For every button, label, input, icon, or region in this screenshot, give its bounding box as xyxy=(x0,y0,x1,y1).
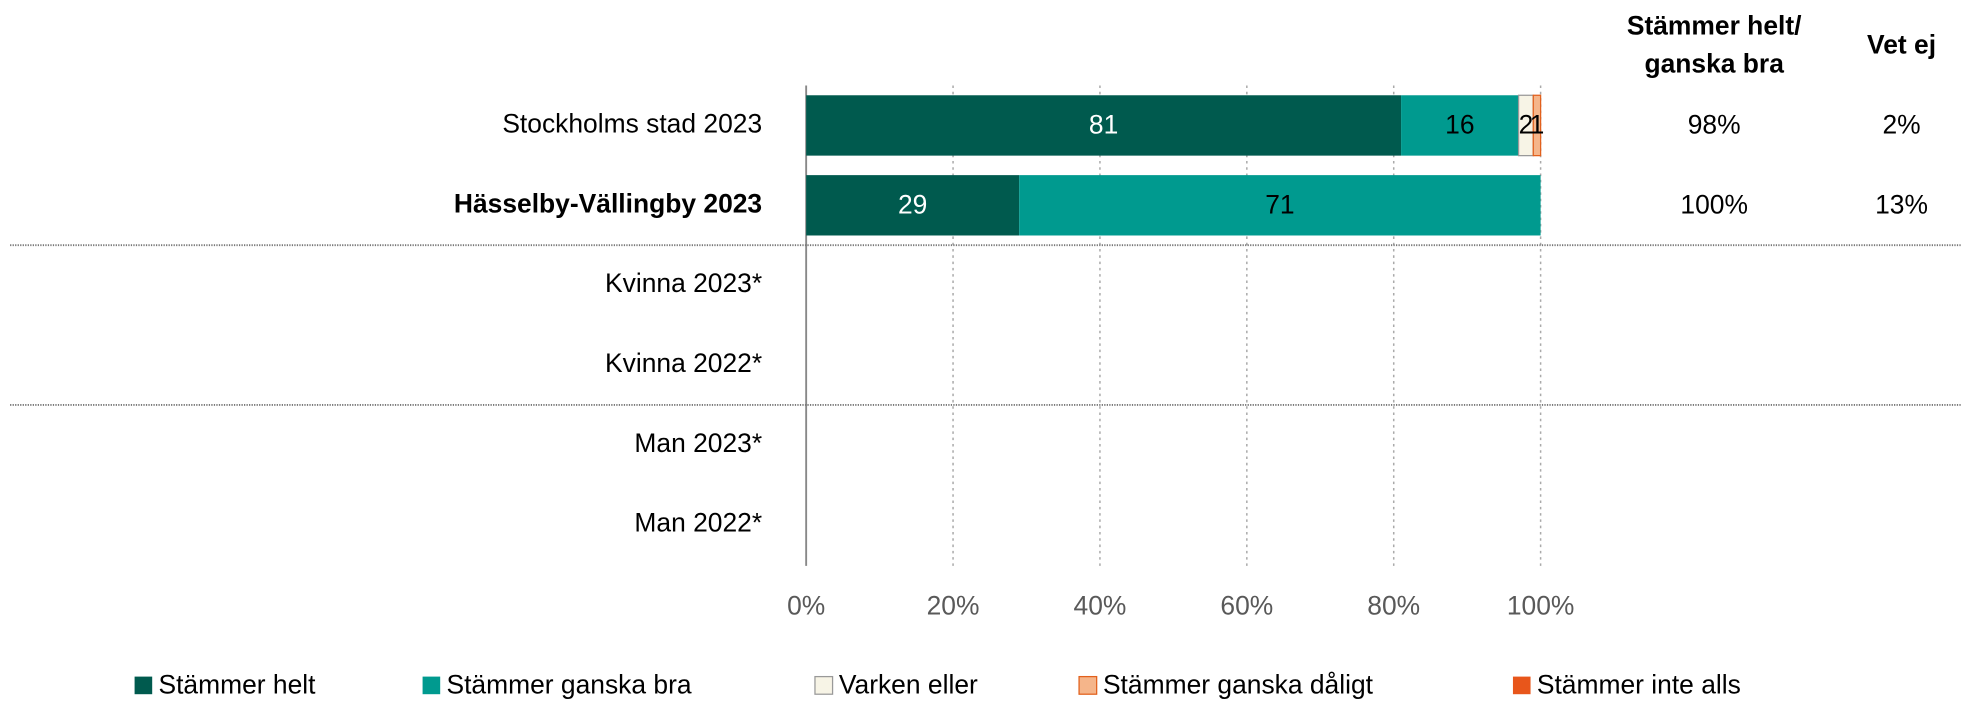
column-header: ganska bra xyxy=(1644,48,1784,78)
summary-value: 98% xyxy=(1688,110,1741,140)
legend-label: Stämmer helt xyxy=(158,670,316,700)
data-label: 71 xyxy=(1265,190,1294,220)
legend-swatch xyxy=(134,676,153,695)
data-label: 29 xyxy=(898,190,927,220)
bar-segment xyxy=(806,175,1020,236)
legend-swatch xyxy=(814,675,834,695)
legend-label: Stämmer ganska bra xyxy=(446,670,691,700)
legend-label: Stämmer inte alls xyxy=(1537,670,1741,700)
column-header: Stämmer helt/ xyxy=(1627,11,1802,41)
data-label: 1 xyxy=(1530,110,1545,140)
legend-label: Stämmer ganska dåligt xyxy=(1103,670,1374,700)
x-tick-label: 60% xyxy=(1220,590,1273,620)
x-tick-label: 100% xyxy=(1507,590,1575,620)
bar-segment xyxy=(806,95,1402,156)
data-label: 16 xyxy=(1445,110,1474,140)
legend-swatch xyxy=(422,676,441,695)
bar-segment xyxy=(1019,175,1541,236)
summary-value: 13% xyxy=(1875,190,1928,220)
legend-swatch xyxy=(1078,675,1098,695)
y-tick-label: Stockholms stad 2023 xyxy=(502,108,762,138)
x-tick-label: 0% xyxy=(787,590,825,620)
y-tick-label: Man 2023* xyxy=(634,428,762,458)
x-tick-label: 80% xyxy=(1367,590,1420,620)
x-tick-label: 40% xyxy=(1074,590,1127,620)
bar-segment xyxy=(1532,94,1542,157)
y-tick-label: Kvinna 2022* xyxy=(605,348,762,378)
summary-value: 100% xyxy=(1680,190,1748,220)
summary-value: 2% xyxy=(1882,110,1920,140)
bar-segment xyxy=(1401,95,1519,156)
legend-label: Varken eller xyxy=(839,670,978,700)
x-tick-label: 20% xyxy=(927,590,980,620)
y-tick-label: Man 2022* xyxy=(634,508,762,538)
data-label: 2 xyxy=(1519,110,1534,140)
y-tick-label: Hässelby-Vällingby 2023 xyxy=(454,188,762,218)
data-label: 81 xyxy=(1089,110,1118,140)
column-header: Vet ej xyxy=(1867,30,1936,60)
y-tick-label: Kvinna 2023* xyxy=(605,268,762,298)
legend-swatch xyxy=(1512,676,1531,695)
